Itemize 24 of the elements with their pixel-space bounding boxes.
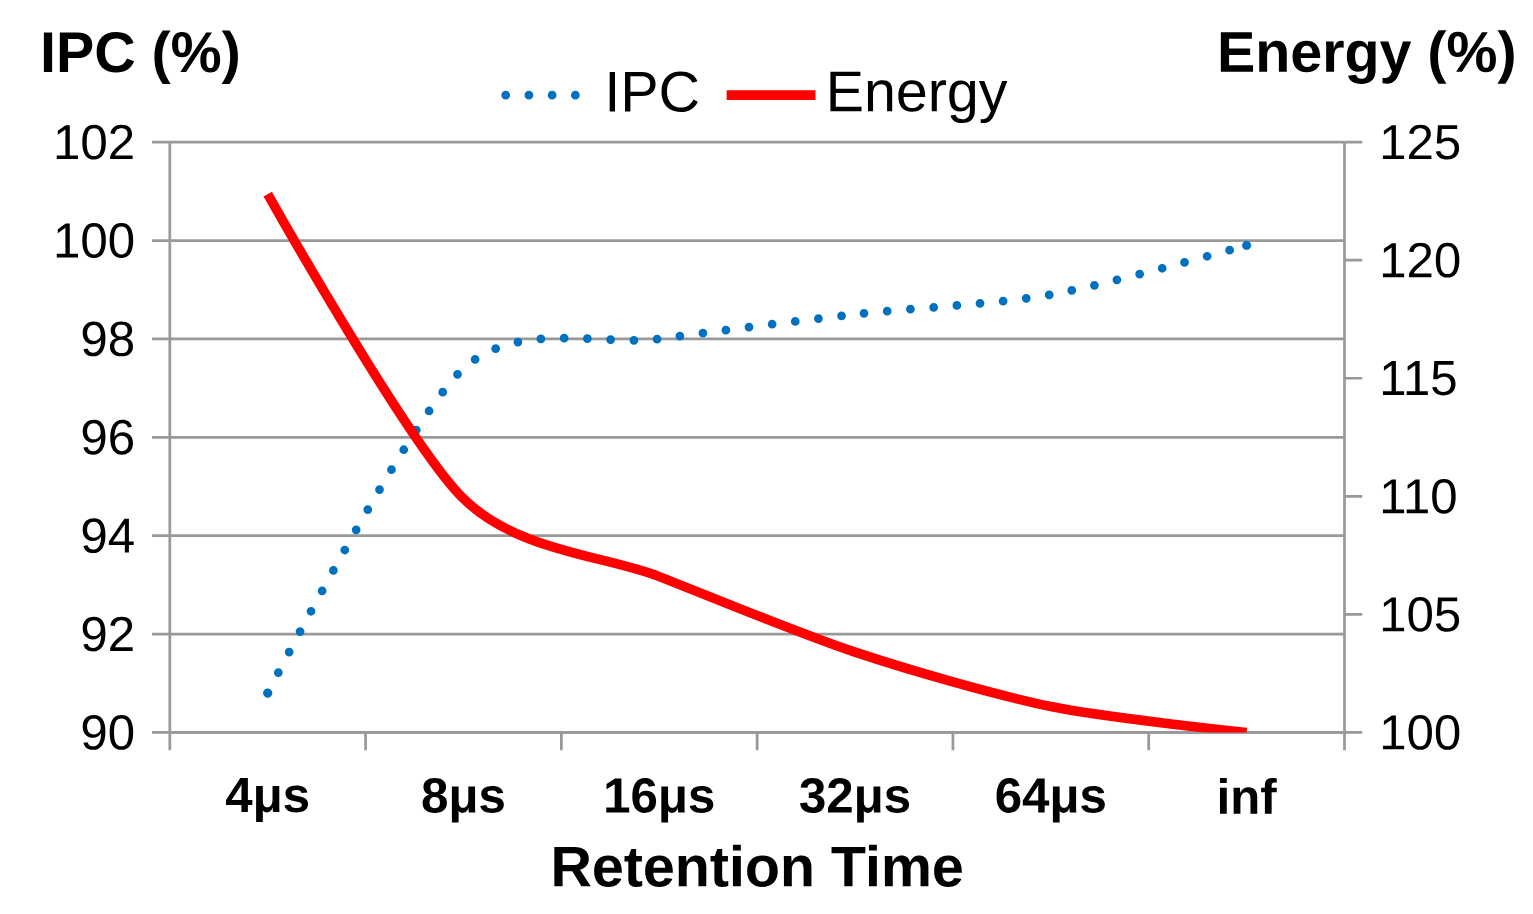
- y2-tick-label: 100: [1382, 714, 1460, 750]
- legend-label: Energy: [830, 71, 1008, 124]
- x-tick-label: 64μs: [996, 778, 1105, 823]
- y2-tick-label: 105: [1382, 596, 1460, 632]
- x-tick-label: 16μs: [606, 778, 714, 823]
- y2-tick-label: 110: [1382, 478, 1456, 514]
- y-tick-label: 102: [56, 124, 133, 160]
- y2-axis-title: Energy (%): [1220, 30, 1514, 84]
- y-tick-label: 98: [82, 321, 133, 357]
- y-axis-title: IPC (%): [43, 30, 238, 84]
- y-tick-label: 90: [82, 714, 134, 750]
- y2-tick-label: 115: [1382, 361, 1456, 396]
- y-tick-label: 100: [56, 223, 134, 258]
- y-tick-label: 96: [82, 419, 133, 455]
- x-axis-title: Retention Time: [554, 844, 962, 887]
- x-tick-label: inf: [1219, 778, 1277, 814]
- x-tick-label: 4μs: [226, 778, 309, 822]
- x-tick-label: 32μs: [800, 778, 910, 823]
- y2-tick-label: 125: [1382, 124, 1460, 160]
- x-tick-label: 8μs: [422, 778, 504, 823]
- legend-label: IPC: [609, 71, 698, 113]
- y-tick-label: 94: [82, 518, 134, 554]
- y-tick-label: 92: [82, 616, 133, 652]
- y2-tick-label: 120: [1382, 242, 1460, 278]
